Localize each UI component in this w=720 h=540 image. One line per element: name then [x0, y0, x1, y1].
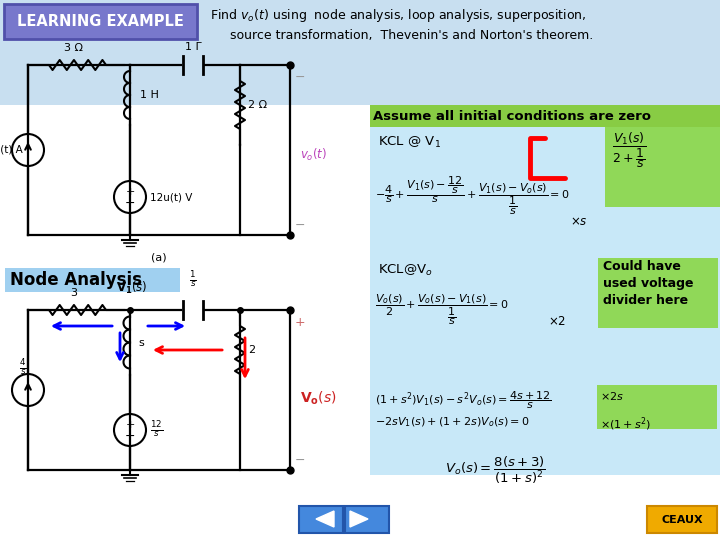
Text: $\frac{4}{s}$: $\frac{4}{s}$ — [19, 357, 27, 378]
FancyBboxPatch shape — [370, 105, 720, 380]
Text: source transformation,  Thevenin's and Norton's theorem.: source transformation, Thevenin's and No… — [230, 29, 593, 42]
Text: Could have
used voltage
divider here: Could have used voltage divider here — [603, 260, 693, 307]
FancyBboxPatch shape — [597, 407, 717, 429]
Text: (a): (a) — [151, 253, 167, 263]
Text: −: − — [125, 429, 135, 442]
Text: $\frac{1}{s}$: $\frac{1}{s}$ — [189, 269, 197, 290]
Text: $\times 2$: $\times 2$ — [548, 315, 566, 328]
Text: +: + — [295, 315, 305, 328]
Text: s: s — [138, 338, 144, 348]
Text: 1 H: 1 H — [140, 90, 159, 100]
Text: −: − — [125, 197, 135, 210]
FancyBboxPatch shape — [597, 385, 717, 407]
Text: Find $v_o(t)$ using  node analysis, loop analysis, superposition,: Find $v_o(t)$ using node analysis, loop … — [210, 6, 586, 24]
Text: +: + — [125, 420, 135, 430]
FancyBboxPatch shape — [647, 506, 717, 533]
Text: $\times(1+s^2)$: $\times(1+s^2)$ — [600, 415, 652, 433]
Text: +: + — [125, 187, 135, 197]
Text: $\dfrac{V_o(s)}{2}+\dfrac{V_o(s)-V_1(s)}{\dfrac{1}{s}}=0$: $\dfrac{V_o(s)}{2}+\dfrac{V_o(s)-V_1(s)}… — [375, 292, 509, 327]
Text: $\frac{12}{s}$: $\frac{12}{s}$ — [150, 420, 163, 440]
Text: 3 Ω: 3 Ω — [65, 43, 84, 53]
Text: $\mathbf{V_1}(s)$: $\mathbf{V_1}(s)$ — [116, 280, 148, 296]
FancyBboxPatch shape — [5, 268, 180, 292]
Text: 2: 2 — [248, 345, 255, 355]
FancyBboxPatch shape — [598, 258, 718, 328]
Text: CEAUX: CEAUX — [661, 515, 703, 525]
Text: −: − — [295, 71, 305, 84]
FancyBboxPatch shape — [605, 127, 720, 207]
Polygon shape — [350, 511, 368, 527]
Text: $(1+s^2)V_1(s)-s^2V_o(s)=\dfrac{4s+12}{s}$: $(1+s^2)V_1(s)-s^2V_o(s)=\dfrac{4s+12}{s… — [375, 390, 552, 411]
FancyBboxPatch shape — [4, 4, 197, 39]
Text: 1 Γ: 1 Γ — [184, 42, 202, 52]
FancyBboxPatch shape — [0, 0, 720, 105]
Text: Node Analysis: Node Analysis — [10, 271, 142, 289]
Text: $\dfrac{V_1(s)}{2+\dfrac{1}{s}}$: $\dfrac{V_1(s)}{2+\dfrac{1}{s}}$ — [612, 130, 647, 170]
FancyBboxPatch shape — [345, 506, 389, 533]
Text: $V_o(s)=\dfrac{8(s+3)}{(1+s)^2}$: $V_o(s)=\dfrac{8(s+3)}{(1+s)^2}$ — [445, 455, 546, 487]
Text: 3: 3 — [71, 288, 78, 298]
Text: $v_o(t)$: $v_o(t)$ — [300, 147, 327, 163]
Text: $\mathbf{V_o}(s)$: $\mathbf{V_o}(s)$ — [300, 389, 337, 407]
Text: $-\dfrac{4}{s}+\dfrac{V_1(s)-\dfrac{12}{s}}{s}+\dfrac{V_1(s)-V_o(s)}{\dfrac{1}{s: $-\dfrac{4}{s}+\dfrac{V_1(s)-\dfrac{12}{… — [375, 175, 570, 218]
Text: KCL@V$_o$: KCL@V$_o$ — [378, 263, 433, 278]
FancyBboxPatch shape — [299, 506, 343, 533]
Polygon shape — [316, 511, 334, 527]
Text: $-2sV_1(s)+(1+2s)V_o(s)=0$: $-2sV_1(s)+(1+2s)V_o(s)=0$ — [375, 415, 530, 429]
FancyBboxPatch shape — [370, 105, 720, 127]
Text: $\times s$: $\times s$ — [570, 215, 588, 228]
Text: 2 Ω: 2 Ω — [248, 100, 267, 110]
Text: −: − — [295, 219, 305, 232]
Text: KCL @ V$_1$: KCL @ V$_1$ — [378, 135, 441, 150]
Text: Assume all initial conditions are zero: Assume all initial conditions are zero — [373, 110, 651, 123]
Text: −: − — [295, 454, 305, 467]
Text: 4u(t) A: 4u(t) A — [0, 145, 23, 155]
FancyBboxPatch shape — [370, 380, 720, 475]
Text: LEARNING EXAMPLE: LEARNING EXAMPLE — [17, 15, 184, 30]
Text: $\times 2s$: $\times 2s$ — [600, 390, 624, 402]
Text: 12u(t) V: 12u(t) V — [150, 192, 192, 202]
